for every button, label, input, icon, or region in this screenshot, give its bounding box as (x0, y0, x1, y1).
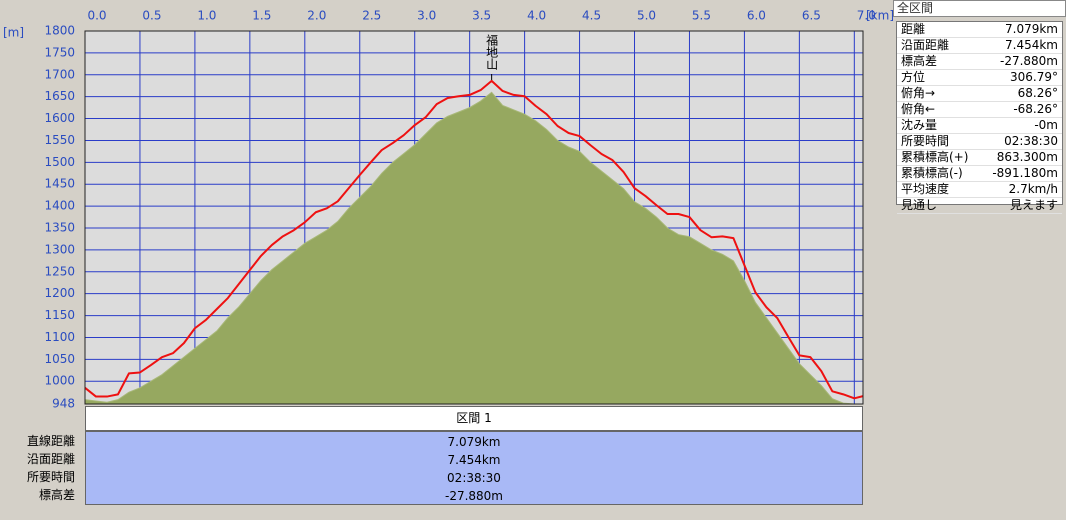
y-unit: [m] (3, 26, 24, 40)
x-tick-label: 0.0 (87, 9, 106, 23)
section-label: 直線距離 (26, 434, 75, 448)
x-tick-label: 3.0 (417, 9, 436, 23)
y-tick-label: 1350 (44, 221, 75, 235)
summary-label: 所要時間 (901, 134, 950, 148)
summary-row: 平均速度 2.7km/h (897, 182, 1062, 198)
x-tick-label: 3.5 (472, 9, 491, 23)
summary-label: 俯角→ (901, 86, 936, 100)
section-values: 7.079km 7.454km 02:38:30 -27.880m (85, 431, 863, 505)
section-value: 7.454km (447, 453, 501, 467)
summary-value: 7.454km (1005, 38, 1058, 52)
summary-row: 見通し 見えます (897, 198, 1062, 214)
summary-row: 俯角→ 68.26° (897, 86, 1062, 102)
x-tick-label: 2.0 (307, 9, 326, 23)
x-tick-label: 7.0 (857, 9, 876, 23)
summary-label: 見通し (901, 198, 938, 212)
plot-border (84, 30, 864, 405)
x-tick-label: 1.5 (252, 9, 271, 23)
y-tick-label: 1650 (44, 89, 75, 103)
summary-row: 累積標高(-) -891.180m (897, 166, 1062, 182)
x-unit: [km] (866, 9, 894, 23)
x-tick-label: 4.0 (527, 9, 546, 23)
summary-label: 俯角← (901, 102, 936, 116)
section-header: 区間 1 (85, 406, 863, 431)
summary-value: -27.880m (999, 54, 1058, 68)
summary-label: 沈み量 (901, 118, 938, 132)
summary-label: 沿面距離 (901, 38, 950, 52)
summary-row: 俯角← -68.26° (897, 102, 1062, 118)
summary-label: 累積標高(-) (901, 166, 963, 180)
y-tick-label: 1500 (44, 155, 75, 169)
summary-table: 距離 7.079km 沿面距離 7.454km 標高差 -27.880m 方位 306.79°… (896, 21, 1063, 214)
summary-value: 306.79° (1010, 70, 1058, 84)
x-tick-label: 6.0 (747, 9, 766, 23)
y-tick-label: 1450 (44, 177, 75, 191)
summary-value: -0m (1034, 118, 1058, 132)
summary-label: 累積標高(+) (901, 150, 969, 164)
section-value: 7.079km (447, 435, 501, 449)
x-tick-label: 2.5 (362, 9, 381, 23)
summary-value: 68.26° (1017, 86, 1058, 100)
y-tick-label: 1700 (44, 67, 75, 81)
summary-label: 距離 (901, 22, 926, 36)
summary-label: 方位 (901, 70, 926, 84)
section-value: -27.880m (444, 489, 503, 503)
x-tick-label: 0.5 (142, 9, 161, 23)
summary-value: 02:38:30 (1004, 134, 1058, 148)
summary-value: -891.180m (992, 166, 1058, 180)
y-tick-label: 1400 (44, 199, 75, 213)
route-line (84, 79, 864, 400)
y-tick-label: 1550 (44, 133, 75, 147)
section-label: 所要時間 (26, 470, 75, 484)
y-tick-label: 1250 (44, 264, 75, 278)
y-tick-label: 1000 (44, 374, 75, 388)
y-tick-label: 1100 (44, 330, 75, 344)
x-tick-label: 5.0 (637, 9, 656, 23)
section-label: 沿面距離 (26, 452, 75, 466)
x-tick-label: 1.0 (197, 9, 216, 23)
y-tick-label: 948 (52, 397, 75, 411)
x-tick-label: 5.5 (692, 9, 711, 23)
section-label: 標高差 (38, 488, 75, 502)
section-value: 02:38:30 (447, 471, 501, 485)
y-tick-label: 1800 (44, 24, 75, 38)
summary-row: 累積標高(+) 863.300m (897, 150, 1062, 166)
summary-row: 沿面距離 7.454km (897, 38, 1062, 54)
summary-row: 距離 7.079km (897, 22, 1062, 38)
y-tick-label: 1600 (44, 111, 75, 125)
summary-value: 2.7km/h (1008, 182, 1058, 196)
summary-row: 方位 306.79° (897, 70, 1062, 86)
y-tick-label: 1200 (44, 286, 75, 300)
summary-row: 所要時間 02:38:30 (897, 134, 1062, 150)
summary-value: 7.079km (1005, 22, 1058, 36)
summary-label: 標高差 (901, 54, 938, 68)
y-tick-label: 1150 (44, 308, 75, 322)
terrain-area (84, 91, 863, 405)
section-labels: 直線距離沿面距離所要時間標高差 (0, 432, 75, 504)
summary-value: 見えます (1009, 198, 1058, 212)
x-tick-label: 6.5 (802, 9, 821, 23)
y-tick-label: 1300 (44, 242, 75, 256)
y-tick-label: 1750 (44, 45, 75, 59)
summary-title: 全区間 (893, 0, 1066, 17)
summary-value: -68.26° (1013, 102, 1058, 116)
summary-value: 863.300m (996, 150, 1058, 164)
summary-label: 平均速度 (901, 182, 950, 196)
summary-row: 沈み量 -0m (897, 118, 1062, 134)
x-tick-label: 4.5 (582, 9, 601, 23)
summary-row: 標高差 -27.880m (897, 54, 1062, 70)
annotation: 福地山 (485, 33, 499, 70)
y-tick-label: 1050 (44, 352, 75, 366)
